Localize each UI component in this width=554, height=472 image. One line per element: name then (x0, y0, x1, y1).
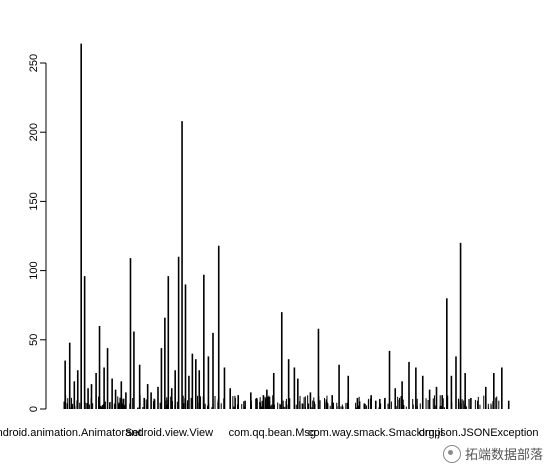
y-axis: 0 50 100 150 200 250 (28, 54, 47, 412)
x-tick-label: com.way.smack.SmackImpl (308, 427, 443, 439)
x-tick-label: org.json.JSONException (419, 427, 539, 439)
x-tick-label: android.view.View (125, 427, 213, 439)
watermark-text: 拓端数据部落 (464, 448, 543, 463)
y-tick-label: 0 (28, 406, 40, 412)
watermark: 拓端数据部落 (439, 443, 546, 464)
wechat-icon (442, 444, 461, 463)
x-axis: android.animation.AnimatorSetandroid.vie… (0, 427, 539, 439)
y-tick-label: 50 (28, 334, 40, 346)
x-tick-label: android.animation.AnimatorSet (0, 427, 142, 439)
y-tick-label: 250 (28, 54, 40, 72)
y-tick-label: 150 (28, 192, 40, 210)
bar-series (63, 43, 510, 409)
y-tick-label: 100 (28, 261, 40, 279)
y-tick-label: 200 (28, 123, 40, 141)
x-tick-label: com.qq.bean.Msg (229, 427, 316, 439)
